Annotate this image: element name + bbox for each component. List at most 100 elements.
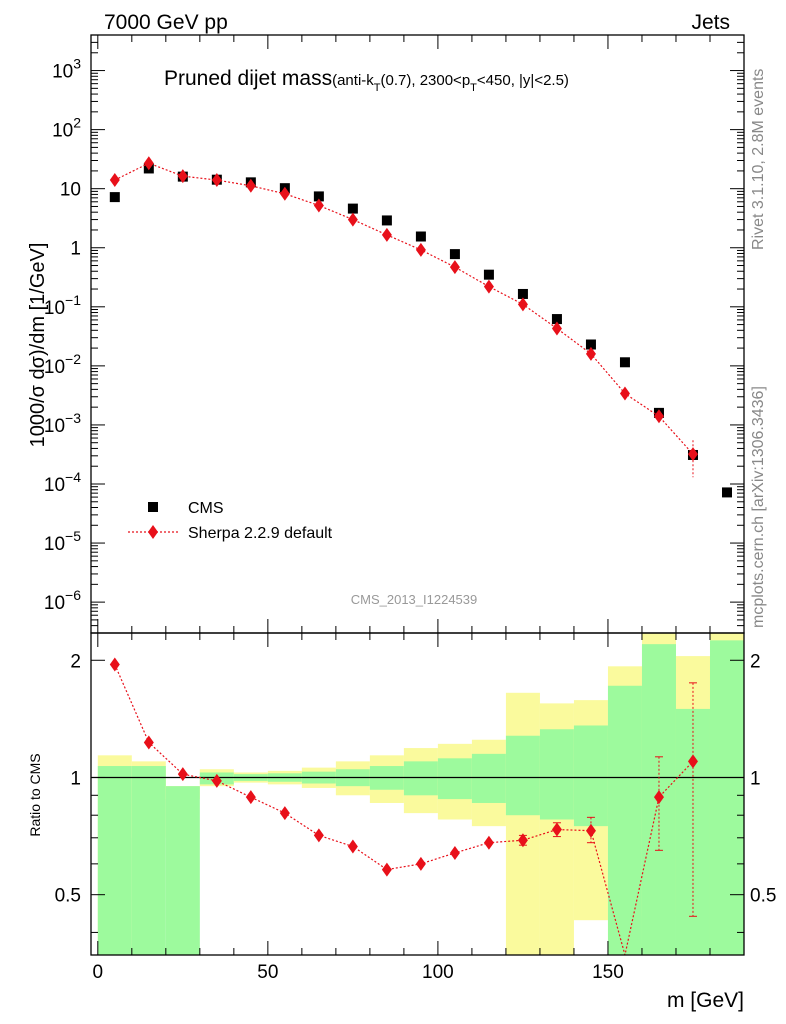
data-point-sherpa <box>313 198 324 213</box>
data-point-sherpa <box>211 173 222 188</box>
data-point-cms <box>109 192 120 203</box>
data-point-sherpa <box>245 178 256 193</box>
legend-label-cms: CMS <box>188 500 224 517</box>
y-tick-label: 10 <box>60 180 81 201</box>
ratio-point <box>143 735 154 750</box>
main-series <box>109 156 732 498</box>
legend: CMS Sherpa 2.2.9 default <box>128 500 333 542</box>
ratio-point <box>109 657 120 672</box>
y-tick-label: 10−6 <box>44 587 81 614</box>
data-point-cms <box>483 269 494 280</box>
band-inner <box>709 640 744 955</box>
data-point-sherpa <box>619 386 630 401</box>
ratio-y-tick-label-left: 0.5 <box>55 886 81 907</box>
ratio-point <box>279 806 290 821</box>
band-inner <box>403 761 438 796</box>
ratio-frame <box>90 632 745 956</box>
header-left: 7000 GeV pp <box>104 11 228 34</box>
title-sub-2: T <box>470 82 477 94</box>
y-tick-label: 103 <box>52 56 81 83</box>
title-suffix-1: (anti-k <box>332 72 374 89</box>
data-point-cms <box>585 339 596 350</box>
data-point-cms <box>449 249 460 260</box>
legend-marker-sherpa <box>148 525 158 539</box>
ratio-point <box>517 833 528 848</box>
ratio-point <box>415 856 426 871</box>
y-tick-label: 10−3 <box>44 410 81 437</box>
band-inner <box>573 725 608 827</box>
band-inner <box>505 735 540 816</box>
band-inner <box>471 753 506 803</box>
band-inner <box>131 766 166 955</box>
data-point-sherpa <box>449 260 460 275</box>
x-tick-label: 0 <box>93 962 104 983</box>
data-point-cms <box>551 314 562 325</box>
ratio-point <box>653 790 664 805</box>
data-point-cms <box>619 357 630 368</box>
data-point-sherpa <box>381 227 392 242</box>
data-point-sherpa <box>279 186 290 201</box>
ratio-y-tick-label-right: 1 <box>750 768 761 789</box>
data-point-sherpa <box>687 447 698 462</box>
data-point-sherpa <box>143 156 154 171</box>
ratio-y-tick-label-left: 1 <box>70 768 81 789</box>
ratio-line <box>114 664 694 956</box>
ratio-y-tick-label-right: 2 <box>750 651 761 672</box>
ratio-series <box>109 657 698 956</box>
data-point-cms <box>721 487 732 498</box>
band-inner <box>165 786 200 955</box>
x-tick-label: 100 <box>422 962 454 983</box>
data-point-cms <box>415 231 426 242</box>
main-frame <box>90 34 745 634</box>
data-point-sherpa <box>551 321 562 336</box>
band-inner <box>437 758 472 800</box>
title-suffix-2: (0.7), 2300<p <box>381 72 471 89</box>
ratio-point <box>381 862 392 877</box>
axis-ticks: 0 50 100 150 10−6 10−5 10−4 10−3 10−2 10−1 1 10 102 1… <box>44 34 776 983</box>
ratio-y-tick-label-right: 0.5 <box>750 886 776 907</box>
data-point-cms <box>347 203 358 214</box>
ratio-point <box>551 822 562 837</box>
y-tick-label: 10−2 <box>44 351 81 378</box>
y-tick-label: 10−1 <box>44 292 81 319</box>
main-title: Pruned dijet mass(anti-kT(0.7), 2300<pT<… <box>164 67 569 94</box>
data-point-sherpa <box>585 346 596 361</box>
ratio-point <box>177 767 188 782</box>
data-point-sherpa <box>109 173 120 188</box>
ratio-y-tick-label-left: 2 <box>70 651 81 672</box>
data-point-cms <box>381 215 392 226</box>
watermark: CMS_2013_I1224539 <box>351 592 478 607</box>
mcplots-label: mcplots.cern.ch [arXiv:1306.3436] <box>750 386 767 628</box>
ratio-point <box>347 839 358 854</box>
axis-frames <box>90 34 745 956</box>
data-point-sherpa <box>415 242 426 257</box>
ratio-point <box>449 845 460 860</box>
band-inner <box>539 729 574 820</box>
data-point-sherpa <box>177 169 188 184</box>
series-line <box>114 162 694 455</box>
data-point-sherpa <box>483 279 494 294</box>
data-point-sherpa <box>347 212 358 227</box>
title-text: Pruned dijet mass <box>164 67 332 90</box>
y-tick-label: 102 <box>52 115 81 142</box>
legend-marker-cms <box>148 502 158 512</box>
data-point-cms <box>313 191 324 202</box>
band-inner <box>607 685 642 955</box>
legend-label-sherpa: Sherpa 2.2.9 default <box>188 525 333 542</box>
title-sub-1: T <box>374 82 381 94</box>
band-inner <box>97 766 132 955</box>
y-tick-label: 1 <box>70 239 81 260</box>
y-tick-label: 10−4 <box>44 469 81 496</box>
x-tick-label: 150 <box>592 962 624 983</box>
ratio-xlabel: m [GeV] <box>667 989 744 1012</box>
ratio-point <box>245 790 256 805</box>
ratio-point <box>483 835 494 850</box>
ratio-point <box>585 823 596 838</box>
ratio-uncertainty-bands <box>97 633 744 955</box>
ratio-point <box>313 828 324 843</box>
band-outer <box>505 692 540 955</box>
data-point-sherpa <box>517 297 528 312</box>
ratio-point <box>687 754 698 769</box>
data-point-cms <box>517 288 528 299</box>
